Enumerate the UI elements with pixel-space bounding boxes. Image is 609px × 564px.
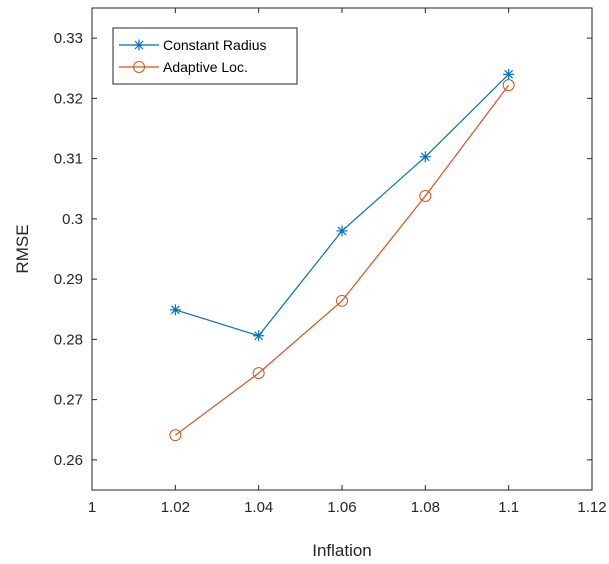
y-tick-label-4: 0.3: [62, 211, 83, 228]
series-1-point-3: [419, 189, 432, 202]
series-1-point-0: [169, 429, 182, 442]
x-tick-label-6: 1.12: [577, 499, 606, 516]
series-0-point-2: [336, 225, 348, 237]
legend-label-1: Adaptive Loc.: [163, 59, 248, 75]
legend-marker-1: [133, 61, 145, 73]
series-0-point-3-d2: [420, 152, 430, 162]
x-tick-label-1: 1.02: [161, 499, 190, 516]
legend-box: [112, 27, 298, 85]
y-tick-label-3: 0.29: [54, 271, 83, 288]
legend-marker-0: [133, 39, 145, 51]
y-tick-label-1: 0.27: [54, 392, 83, 409]
y-tick-label-7: 0.33: [54, 30, 83, 47]
series-0-point-4-d2: [504, 69, 514, 79]
series-0-point-0: [169, 304, 181, 316]
series-1-point-1: [252, 367, 265, 380]
y-tick-label-5: 0.31: [54, 151, 83, 168]
x-tick-label-3: 1.06: [327, 499, 356, 516]
series-0-point-4: [503, 68, 515, 80]
legend-marker-0-d2: [134, 40, 144, 50]
x-axis-label: Inflation: [312, 541, 372, 560]
series-0-point-2-d2: [337, 226, 347, 236]
y-tick-label-0: 0.26: [54, 452, 83, 469]
y-tick-label-2: 0.28: [54, 331, 83, 348]
series-0-point-1-d2: [254, 331, 264, 341]
series-0-point-0-d2: [170, 305, 180, 315]
legend-label-0: Constant Radius: [163, 37, 267, 53]
y-tick-label-6: 0.32: [54, 90, 83, 107]
series-1-point-2: [336, 294, 348, 307]
series-0-point-1: [253, 330, 265, 342]
plot-area: [92, 8, 592, 490]
series-layer: [169, 68, 515, 442]
x-tick-label-2: 1.04: [244, 499, 273, 516]
y-axis-label: RMSE: [13, 224, 32, 273]
series-line-1: [174, 84, 510, 436]
series-1-point-4: [502, 79, 515, 92]
series-0-point-3: [419, 151, 431, 163]
x-tick-label-5: 1.1: [498, 499, 519, 516]
axes-layer: 1 1.02 1.04 1.06 1.08 1.1 1.12 0.26 0.27 0.28 0.29…: [54, 7, 607, 516]
x-tick-label-4: 1.08: [411, 499, 440, 516]
legend: Constant Radius Adaptive Loc.: [112, 27, 298, 85]
x-tick-label-0: 1: [88, 499, 96, 516]
